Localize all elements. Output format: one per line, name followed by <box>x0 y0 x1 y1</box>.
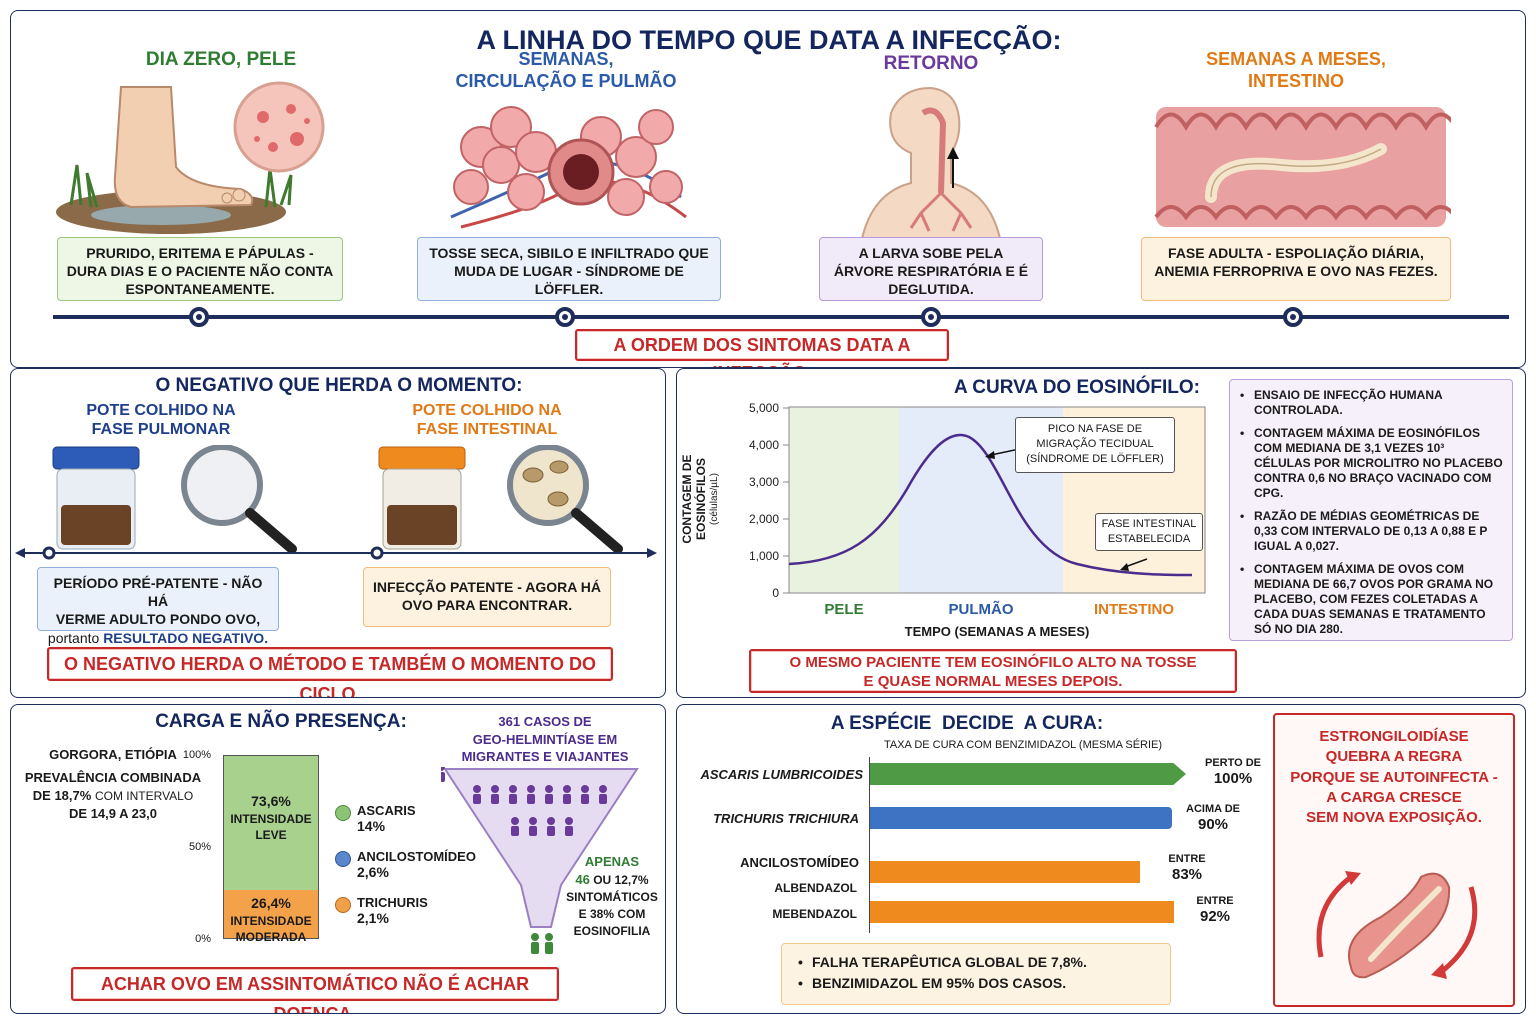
legend-swatch <box>335 805 351 821</box>
eosinophil-callout: O MESMO PACIENTE TEM EOSINÓFILO ALTO NA … <box>749 649 1237 693</box>
stage-1-box: PRURIDO, ERITEMA E PÁPULAS - DURA DIAS E… <box>57 237 343 301</box>
ytick: 1,000 <box>749 549 779 563</box>
burden-ytick: 0% <box>195 933 211 945</box>
pot-pulmonary-heading: POTE COLHIDO NA FASE PULMONAR <box>86 402 236 439</box>
phase-intestino: INTESTINO <box>1093 601 1174 618</box>
stacked-bar: 73,6% INTENSIDADE LEVE 26,4% INTENSIDADE… <box>223 755 319 944</box>
stage-3-box: A LARVA SOBE PELA ÁRVORE RESPIRATÓRIA E … <box>819 237 1043 301</box>
timeline-callout: A ORDEM DOS SINTOMAS DATA A INFECÇÃO. <box>575 329 949 367</box>
pot-intestinal-heading: POTE COLHIDO NA FASE INTESTINAL <box>412 402 562 439</box>
negative-axis <box>15 546 657 560</box>
ytick: 5,000 <box>749 401 779 415</box>
note-item: CONTAGEM MÁXIMA DE EOSINÓFILOS COM MEDIA… <box>1238 426 1504 501</box>
eosinophil-title: A CURVA DO EOSINÓFILO: <box>954 377 1200 398</box>
burden-callout: ACHAR OVO EM ASSINTOMÁTICO NÃO É ACHAR D… <box>71 967 559 1013</box>
patent-box: INFECÇÃO PATENTE - AGORA HÁ OVO PARA ENC… <box>363 567 611 627</box>
peak-annotation: PICO NA FASE DE MIGRAÇÃO TECIDUAL (SÍNDR… <box>1015 417 1175 473</box>
bar-light-segment: 73,6% INTENSIDADE LEVE <box>224 756 318 890</box>
bar-value-mebendazol: ENTRE 92% <box>1196 895 1234 926</box>
stage-3-heading: RETORNO <box>883 53 979 74</box>
stage-1-heading: DIA ZERO, PELE <box>145 49 297 70</box>
note-item: CONTAGEM MÁXIMA DE OVOS COM MEDIANA DE 6… <box>1238 562 1504 637</box>
stage-2-box: TOSSE SECA, SIBILO E INFILTRADO QUE MUDA… <box>417 237 721 301</box>
burden-location: GORGORA, ETIÓPIA <box>49 747 177 762</box>
timeline-axis <box>53 307 1509 327</box>
lung-alveoli-illustration <box>450 106 687 229</box>
bullet-item: FALHA TERAPÊUTICA GLOBAL DE 7,8%. <box>796 952 1156 973</box>
bar-albendazol <box>870 861 1140 883</box>
species-legend: ASCARIS 14% ANCILOSTOMÍDEO 2,6% TRICHURI… <box>335 803 476 941</box>
burden-prevalence: PREVALÊNCIA COMBINADA DE 18,7% COM INTER… <box>24 770 202 822</box>
stage-4-heading: SEMANAS A MESES, INTESTINO <box>1206 49 1386 91</box>
species-title: A ESPÉCIE DECIDE A CURA: <box>830 713 1104 734</box>
bar-label-mebendazol: MEBENDAZOL <box>772 907 857 921</box>
legend-swatch <box>335 851 351 867</box>
species-bullets: FALHA TERAPÊUTICA GLOBAL DE 7,8%. BENZIM… <box>781 943 1171 1005</box>
foot-skin-illustration <box>56 81 325 234</box>
bar-label-albendazol: ALBENDAZOL <box>774 881 857 895</box>
species-panel: A ESPÉCIE DECIDE A CURA: TAXA DE CURA CO… <box>676 704 1526 1014</box>
strongyloides-box: ESTRONGILOIDÍASE QUEBRA A REGRA PORQUE S… <box>1273 713 1515 1007</box>
burden-title: CARGA E NÃO PRESENÇA: <box>155 711 407 732</box>
bar-label-ascaris: ASCARIS LUMBRICOIDES <box>700 767 863 782</box>
burden-ytick: 50% <box>188 841 211 853</box>
burden-ytick: 100% <box>182 749 211 761</box>
strongyloides-text: ESTRONGILOIDÍASE QUEBRA A REGRA PORQUE S… <box>1290 728 1498 826</box>
burden-panel: CARGA E NÃO PRESENÇA: GORGORA, ETIÓPIA P… <box>10 704 666 1014</box>
note-item: RAZÃO DE MÉDIAS GEOMÉTRICAS DE 0,33 COM … <box>1238 509 1504 554</box>
negative-panel: O NEGATIVO QUE HERDA O MOMENTO: POTE COL… <box>10 368 666 698</box>
symptomatic-note: APENAS 46 OU 12,7% SINTOMÁTICOS E 38% CO… <box>566 854 658 938</box>
eosinophil-curve <box>788 433 1193 577</box>
stage-2-heading: SEMANAS, CIRCULAÇÃO E PULMÃO <box>455 49 677 91</box>
bar-mebendazol <box>870 901 1174 923</box>
chart-xlabel: TEMPO (SEMANAS A MESES) <box>904 624 1090 639</box>
eosinophil-panel: A CURVA DO EOSINÓFILO: CONTAGEM DE EOSIN… <box>676 368 1526 698</box>
funnel-illustration <box>441 767 639 954</box>
bar-value-ascaris: PERTO DE 100% <box>1204 757 1262 788</box>
legend-item: ANCILOSTOMÍDEO 2,6% <box>335 849 476 895</box>
phase-pele: PELE <box>824 601 864 618</box>
ytick: 2,000 <box>749 512 779 526</box>
prepatent-box: PERÍODO PRÉ-PATENTE - NÃO HÁ VERME ADULT… <box>37 567 279 646</box>
negative-title: O NEGATIVO QUE HERDA O MOMENTO: <box>155 375 523 396</box>
ytick: 3,000 <box>749 475 779 489</box>
species-subtitle: TAXA DE CURA COM BENZIMIDAZOL (MESMA SÉR… <box>883 739 1163 751</box>
autoinfection-cycle-icon <box>1316 871 1478 979</box>
bar-axis <box>869 757 870 933</box>
respiratory-tract-illustration <box>859 86 1003 243</box>
chart-ylabel: CONTAGEM DE EOSINÓFILOS (células/µL) <box>680 454 720 544</box>
ytick: 0 <box>772 586 779 600</box>
bar-group-label: ANCILOSTOMÍDEO <box>740 855 859 870</box>
phase-pulmao: PULMÃO <box>948 601 1014 618</box>
funnel-heading: 361 CASOS DE GEO-HELMINTÍASE EM MIGRANTE… <box>461 714 629 765</box>
legend-item: TRICHURIS 2,1% <box>335 895 475 941</box>
bar-label-trichuris: TRICHURIS TRICHIURA <box>713 811 859 826</box>
legend-item: ASCARIS 14% <box>335 803 475 849</box>
bar-value-trichuris: ACIMA DE 90% <box>1186 803 1240 834</box>
timeline-title: A LINHA DO TEMPO QUE DATA A INFECÇÃO: <box>476 25 1062 55</box>
bar-moderate-segment: 26,4% INTENSIDADE MODERADA <box>224 889 318 944</box>
intestinal-annotation: FASE INTESTINAL ESTABELECIDA <box>1095 513 1203 551</box>
intestine-illustration <box>1154 107 1451 227</box>
note-item: ENSAIO DE INFECÇÃO HUMANA CONTROLADA. <box>1238 388 1504 418</box>
bullet-item: BENZIMIDAZOL EM 95% DOS CASOS. <box>796 973 1156 994</box>
legend-swatch <box>335 897 351 913</box>
bar-trichuris <box>870 807 1172 829</box>
bar-value-albendazol: ENTRE 83% <box>1168 853 1206 884</box>
stage-4-box: FASE ADULTA - ESPOLIAÇÃO DIÁRIA, ANEMIA … <box>1141 237 1451 301</box>
eosinophil-notes: ENSAIO DE INFECÇÃO HUMANA CONTROLADA. CO… <box>1229 379 1513 641</box>
pulmonary-pot-illustration <box>52 445 297 554</box>
bar-ascaris <box>870 763 1186 785</box>
ytick: 4,000 <box>749 438 779 452</box>
intestinal-pot-illustration <box>378 445 623 554</box>
negative-callout: O NEGATIVO HERDA O MÉTODO E TAMBÉM O MOM… <box>47 647 613 697</box>
timeline-panel: A LINHA DO TEMPO QUE DATA A INFECÇÃO: DI… <box>10 10 1526 368</box>
